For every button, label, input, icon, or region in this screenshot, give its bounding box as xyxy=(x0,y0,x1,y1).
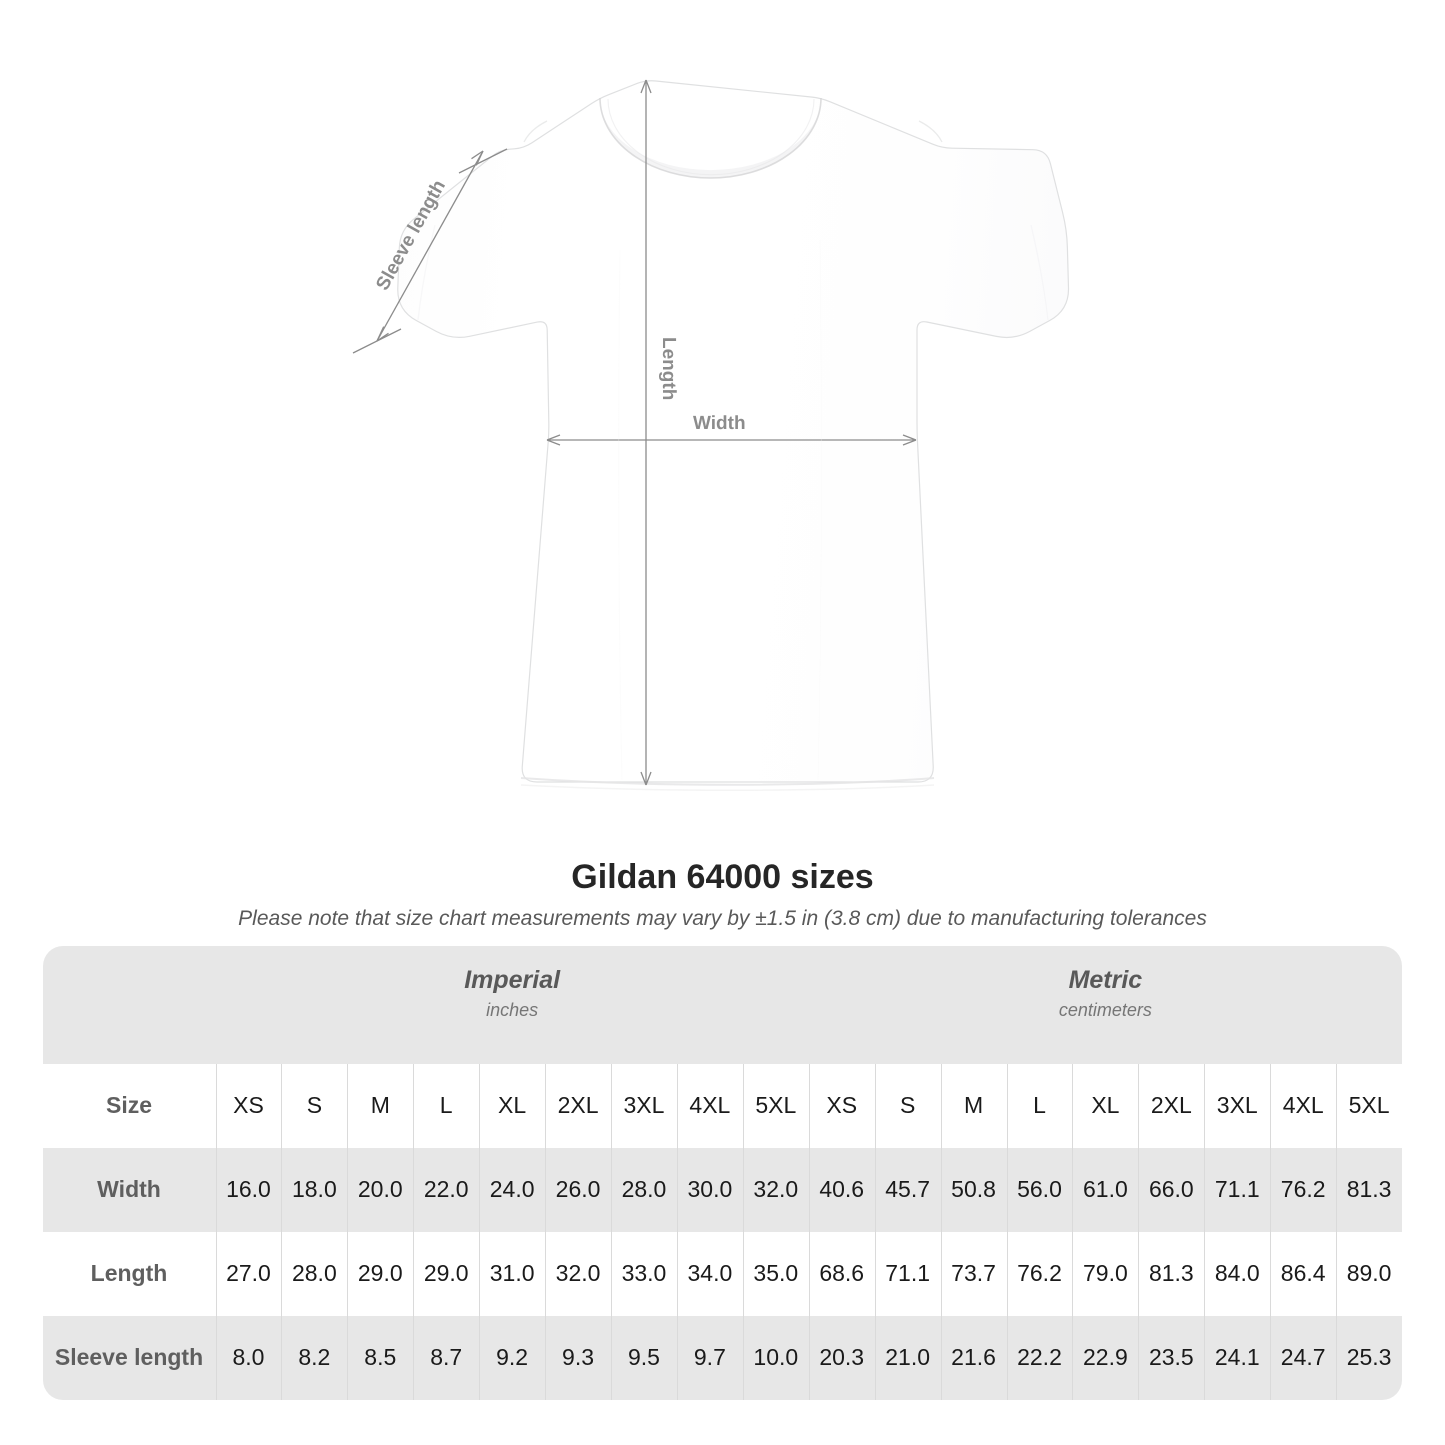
svg-text:Width: Width xyxy=(693,413,746,434)
svg-text:Length: Length xyxy=(658,337,679,400)
